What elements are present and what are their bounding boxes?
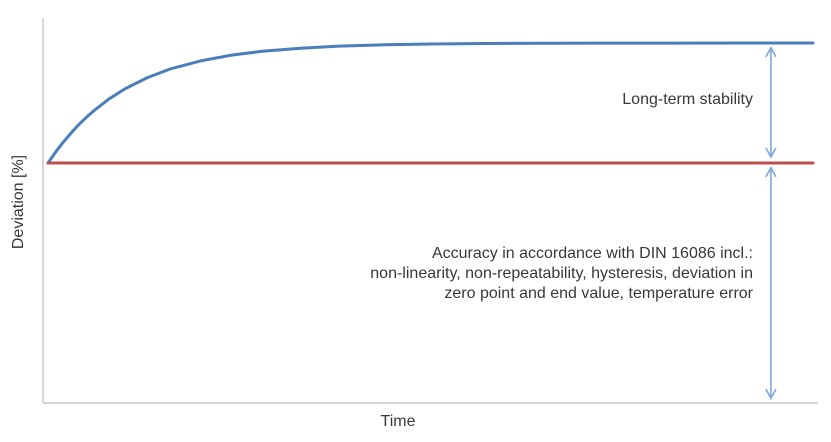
y-axis-label: Deviation [%]	[10, 154, 27, 250]
long-term-drift-curve-line	[46, 41, 815, 165]
x-axis-label: Time	[380, 413, 416, 430]
accuracy-din-16086-label: Accuracy in accordance with DIN 16086 in…	[370, 245, 753, 302]
accuracy-din-16086-arrowhead-up-icon	[765, 166, 777, 178]
long-term-stability-arrowhead-down-icon	[765, 147, 777, 159]
accuracy-din-16086-arrowhead-down-icon	[765, 388, 777, 400]
long-term-stability-label: Long-term stability	[622, 91, 753, 108]
long-term-stability-arrowhead-up-icon	[765, 46, 777, 58]
